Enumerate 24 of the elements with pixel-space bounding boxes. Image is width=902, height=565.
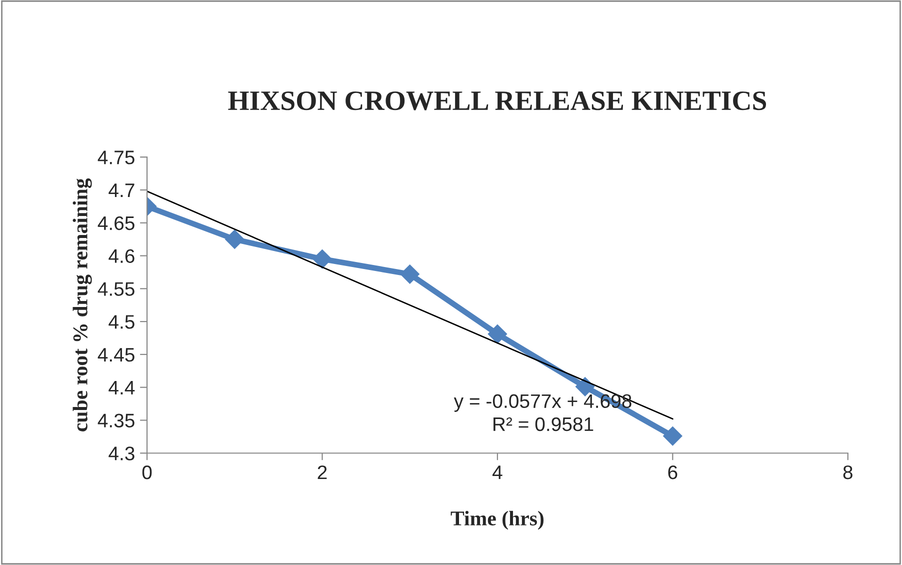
y-tick-label: 4.7 [108, 184, 134, 198]
point [488, 324, 507, 344]
y-tick-label: 4.45 [98, 348, 134, 362]
y-tick-label: 4.35 [98, 414, 134, 428]
y-tick-label: 4.75 [98, 150, 134, 164]
x-tick-label: 0 [142, 465, 152, 480]
y-tick-label: 4.55 [98, 282, 134, 296]
y-tick-label: 4.6 [108, 249, 134, 263]
y-axis-title: cube root % drug remaining [72, 178, 92, 432]
chart-title: HIXSON CROWELL RELEASE KINETICS [228, 91, 766, 110]
point [400, 264, 420, 284]
y-tick-label: 4.65 [98, 216, 134, 230]
x-tick-label: 6 [668, 465, 678, 480]
y-tick-label: 4.4 [108, 381, 135, 394]
x-tick-label: 8 [843, 465, 852, 480]
point [225, 230, 244, 249]
x-axis-title: Time (hrs) [450, 510, 544, 530]
x-tick-label: 2 [318, 465, 327, 480]
annotation: R² = 0.9581 [494, 417, 594, 432]
point [663, 426, 682, 446]
x-tick-label: 4 [492, 466, 502, 480]
y-tick-label: 4.5 [108, 315, 134, 329]
point [312, 250, 332, 269]
y-tick-label: 4.3 [108, 446, 134, 460]
